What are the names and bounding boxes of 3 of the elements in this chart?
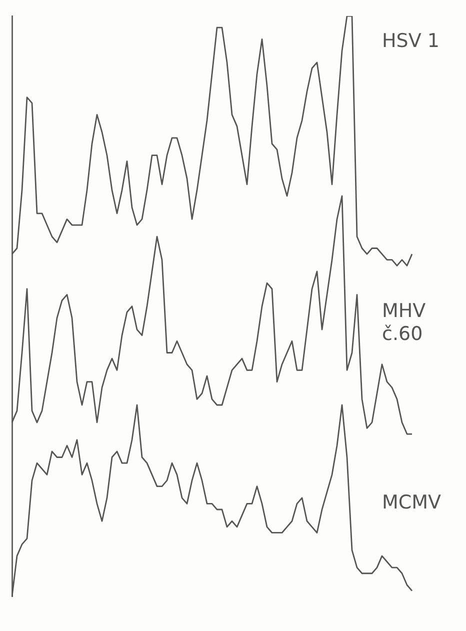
series-label: HSV 1 (382, 30, 440, 52)
series-label: MCMV (382, 492, 442, 514)
series-label: MHV č.60 (382, 300, 426, 346)
